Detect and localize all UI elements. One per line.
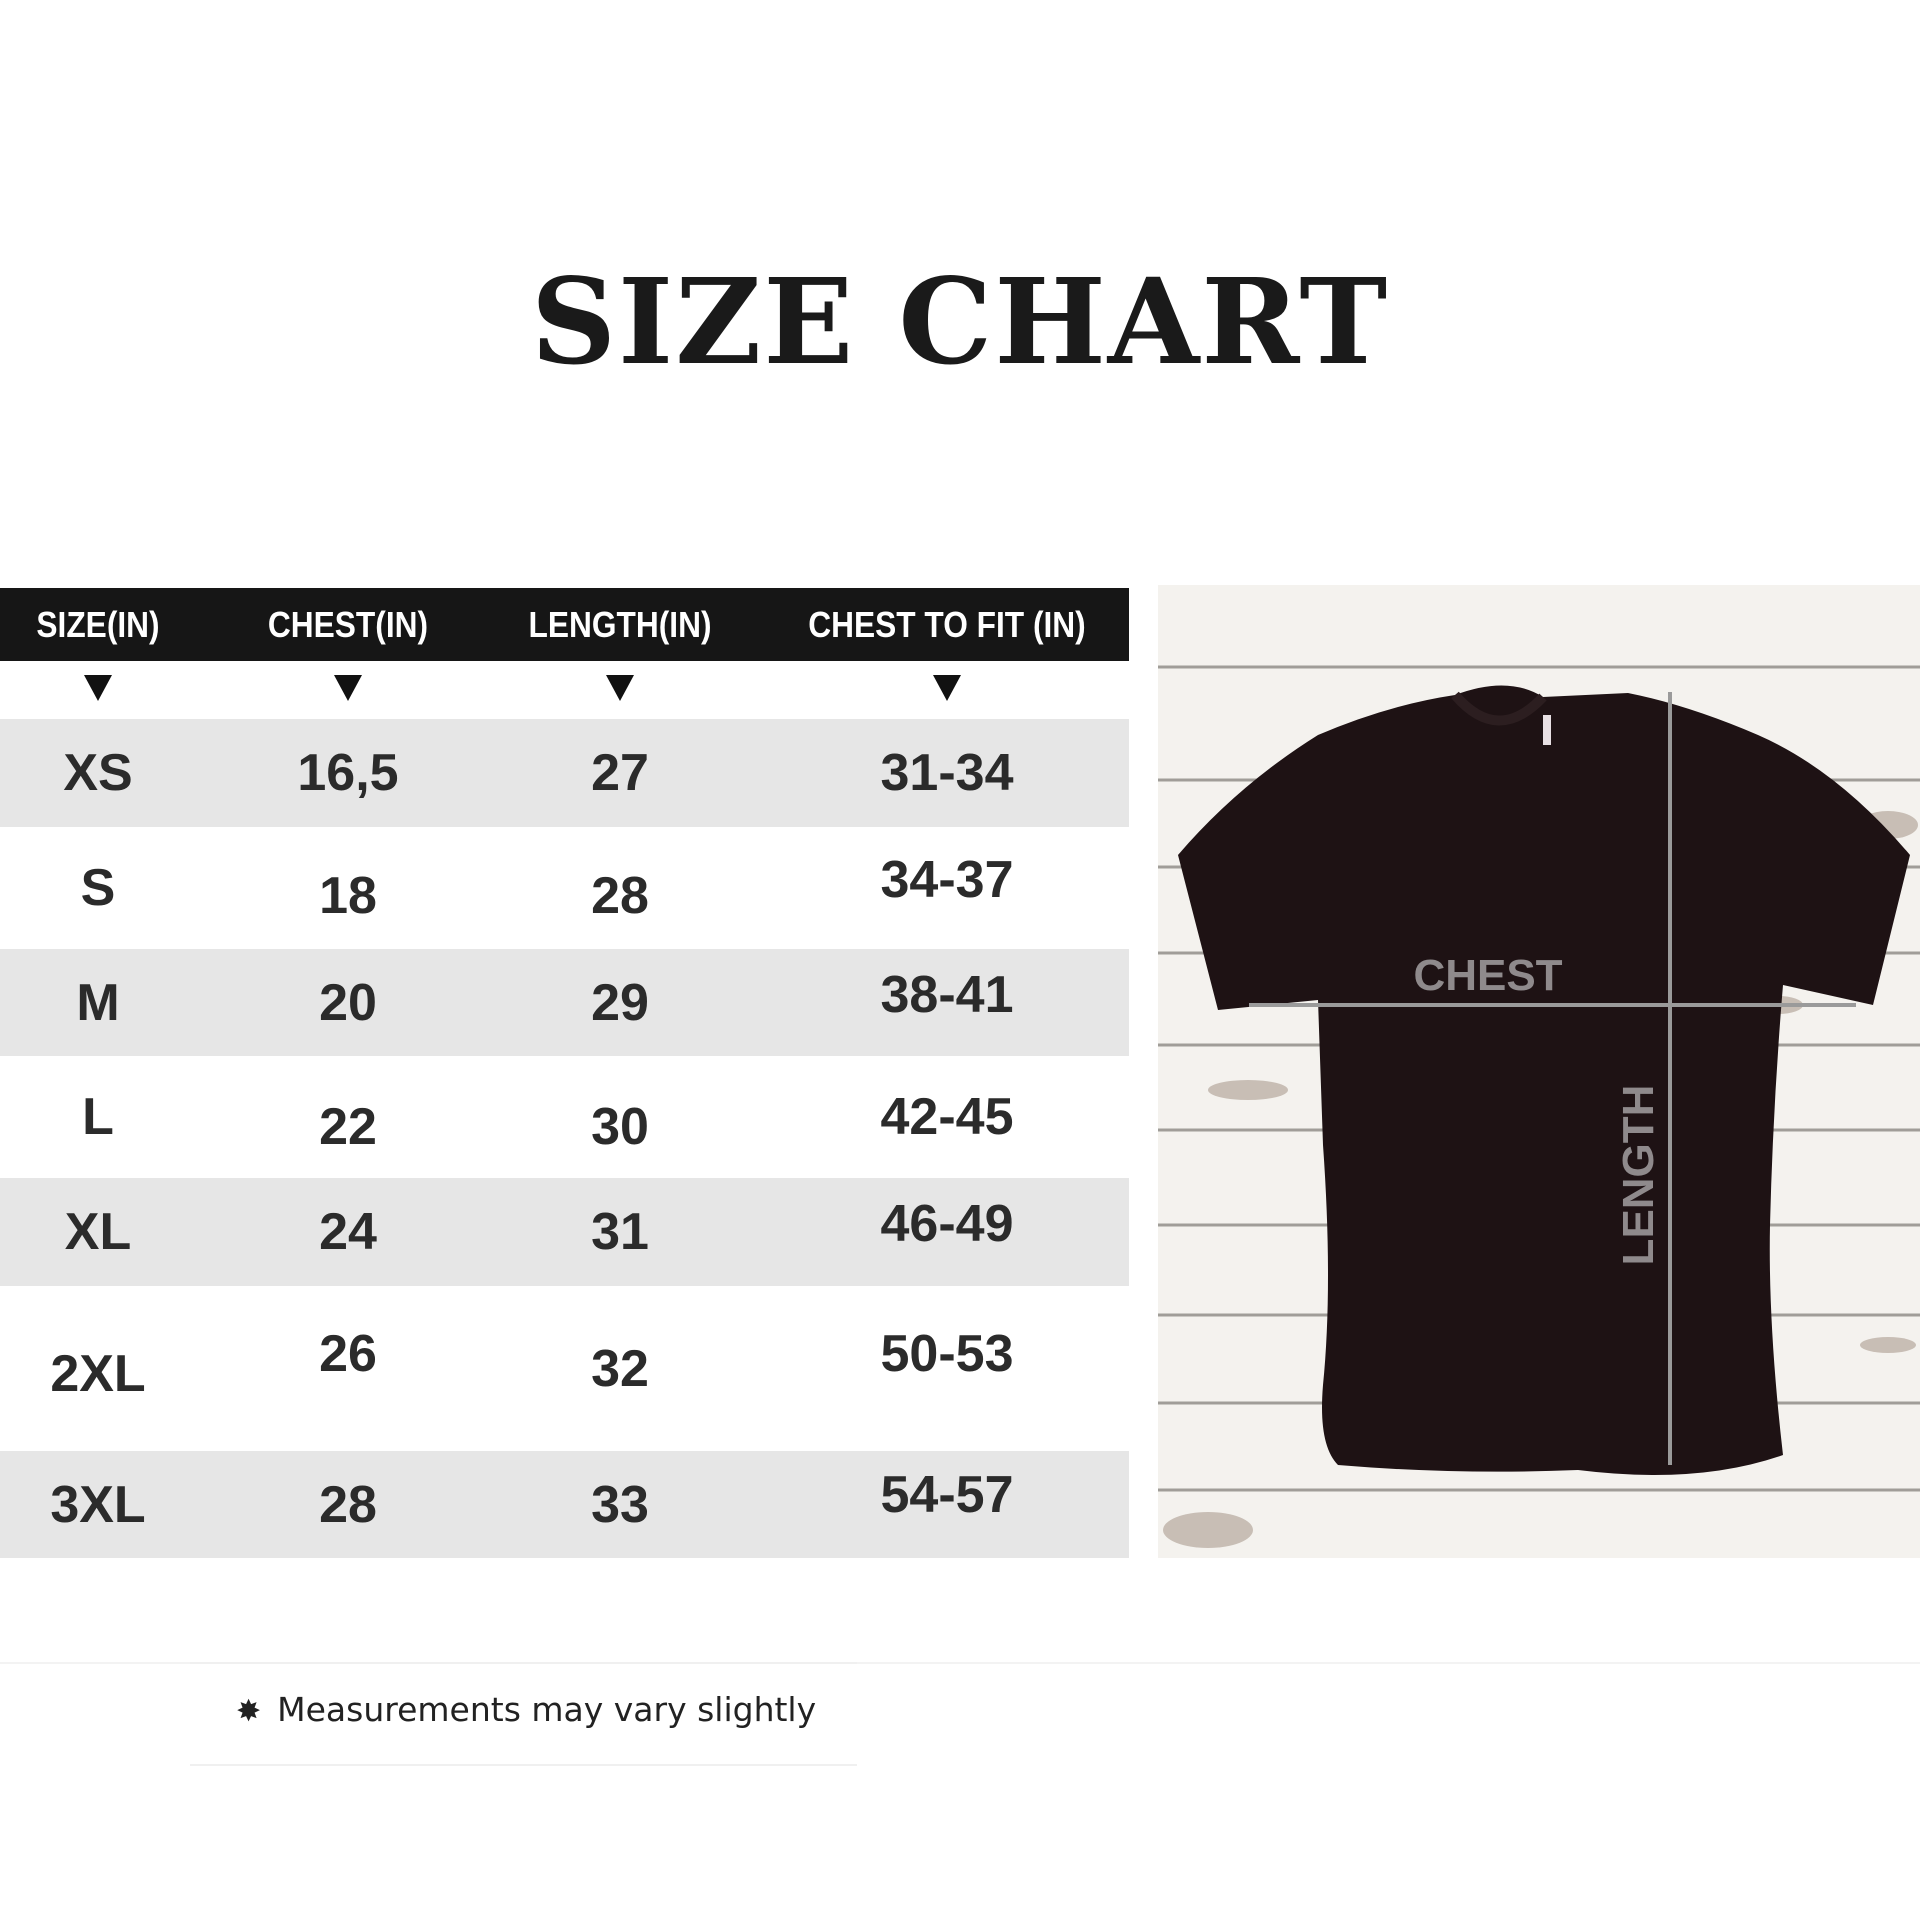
tshirt-measurement-diagram: CHEST LENGTH: [1158, 585, 1920, 1558]
chest-label: CHEST: [1413, 951, 1562, 1000]
cell-chest-to-fit: 54-57: [880, 1465, 1014, 1524]
cell-chest: 26: [319, 1324, 377, 1383]
cell-length: 30: [591, 1098, 649, 1156]
cell-size: S: [80, 859, 116, 917]
table-row: 3XL 28 33 54-57: [0, 1451, 1129, 1558]
page-title: SIZE CHART: [530, 252, 1390, 391]
arrow-down-icon: [334, 675, 362, 701]
cell-chest: 24: [319, 1203, 377, 1261]
arrow-down-icon: [933, 675, 961, 701]
cell-chest: 18: [319, 867, 377, 925]
cell-length: 29: [591, 973, 649, 1032]
footnote-text: Measurements may vary slightly: [277, 1690, 817, 1729]
header-chest: CHEST(IN): [267, 604, 429, 645]
asterisk-icon: ✸: [236, 1694, 262, 1729]
header-size: SIZE(IN): [36, 604, 160, 645]
table-row: XS 16,5 27 31-34: [0, 719, 1129, 827]
table-row: L 22 30 42-45: [0, 1056, 1129, 1178]
arrow-down-icon: [606, 675, 634, 701]
header-length: LENGTH(IN): [528, 604, 712, 645]
table-row: XL 24 31 46-49: [0, 1178, 1129, 1286]
cell-chest-to-fit: 50-53: [880, 1324, 1014, 1383]
cell-chest: 20: [319, 973, 377, 1032]
table-header: SIZE(IN) CHEST(IN) LENGTH(IN) CHEST TO F…: [0, 588, 1129, 661]
cell-size: 2XL: [50, 1344, 146, 1403]
cell-length: 27: [591, 744, 649, 802]
cell-size: M: [76, 973, 120, 1032]
length-label: LENGTH: [1614, 1085, 1663, 1266]
cell-size: L: [82, 1088, 114, 1146]
cell-chest-to-fit: 34-37: [880, 851, 1014, 909]
footnote: ✸ Measurements may vary slightly: [236, 1690, 816, 1729]
cell-chest: 16,5: [297, 744, 399, 802]
cell-chest: 22: [319, 1098, 377, 1156]
cell-size: XL: [64, 1203, 132, 1261]
divider: [0, 1662, 1920, 1664]
cell-chest-to-fit: 38-41: [880, 965, 1014, 1024]
cell-length: 31: [591, 1203, 649, 1261]
cell-chest-to-fit: 46-49: [880, 1195, 1014, 1253]
tshirt-shape: [1178, 685, 1910, 1475]
cell-chest: 28: [319, 1475, 377, 1534]
cell-size: XS: [63, 744, 133, 802]
cell-length: 28: [591, 867, 649, 925]
table-row: M 20 29 38-41: [0, 949, 1129, 1056]
cell-length: 33: [591, 1475, 649, 1534]
table-row: S 18 28 34-37: [0, 827, 1129, 949]
header-chest-to-fit: CHEST TO FIT (IN): [808, 604, 1086, 645]
table-row: 2XL 26 32 50-53: [0, 1286, 1129, 1451]
cell-size: 3XL: [50, 1475, 146, 1534]
cell-chest-to-fit: 42-45: [880, 1088, 1014, 1146]
arrow-down-icon: [84, 675, 112, 701]
cell-chest-to-fit: 31-34: [880, 744, 1014, 802]
cell-length: 32: [591, 1339, 649, 1398]
footnote-box: [190, 1662, 857, 1766]
